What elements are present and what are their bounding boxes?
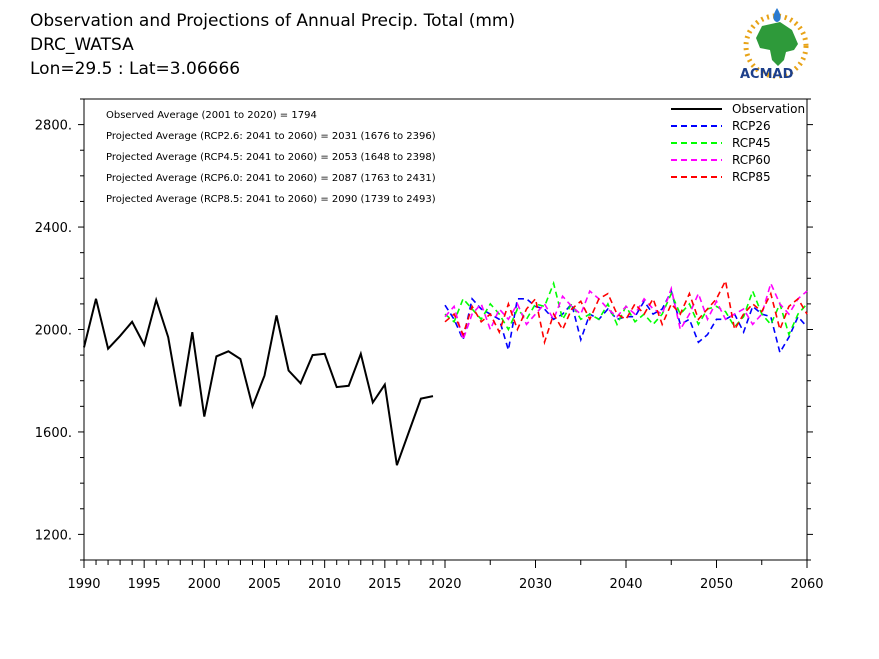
y-axis: 1200. 1600. 2000. 2400. 2800. — [35, 98, 813, 561]
series-line-rcp85 — [444, 278, 808, 346]
x-tick-label: 2010 — [308, 577, 341, 592]
x-axis: 1990 1995 2000 2005 2010 2015 2020 2030 2040 2050… — [67, 560, 824, 592]
x-tick-label: 2040 — [609, 577, 642, 592]
annotation-observed-average: Observed Average (2001 to 2020) = 1794 — [106, 110, 317, 121]
annotation-rcp26-average: Projected Average (RCP2.6: 2041 to 2060)… — [106, 131, 436, 142]
annotation-rcp45-average: Projected Average (RCP4.5: 2041 to 2060)… — [106, 152, 436, 163]
legend: Observation RCP26 RCP45 RCP60 RCP85 — [671, 102, 805, 184]
water-drop-icon — [773, 8, 781, 22]
x-tick-label: 1990 — [67, 577, 100, 592]
average-annotations: Observed Average (2001 to 2020) = 1794 P… — [106, 110, 436, 205]
x-tick-label: 2005 — [248, 577, 281, 592]
series-line-rcp60 — [444, 281, 808, 343]
series-line-rcp45 — [444, 280, 808, 337]
annotation-rcp60-average: Projected Average (RCP6.0: 2041 to 2060)… — [106, 173, 436, 184]
legend-label-rcp26: RCP26 — [732, 119, 771, 133]
y-tick-label: 2400. — [35, 221, 72, 236]
series-line-observation — [83, 296, 434, 466]
x-tick-label: 1995 — [128, 577, 161, 592]
plot-frame — [83, 98, 808, 561]
station-name: DRC_WATSA — [30, 35, 134, 55]
x-tick-label: 2020 — [428, 577, 461, 592]
y-tick-label: 1200. — [35, 528, 72, 543]
acmad-logo: ACMAD — [740, 8, 809, 82]
annotation-rcp85-average: Projected Average (RCP8.5: 2041 to 2060)… — [106, 194, 436, 205]
sun-rays-icon — [743, 13, 809, 79]
x-tick-label: 2000 — [188, 577, 221, 592]
series-line-rcp26 — [444, 288, 808, 355]
legend-label-observation: Observation — [732, 102, 805, 116]
legend-label-rcp60: RCP60 — [732, 153, 771, 167]
x-tick-label: 2050 — [700, 577, 733, 592]
series-layer — [83, 278, 808, 466]
y-tick-label: 2800. — [35, 119, 72, 134]
africa-map-icon — [756, 22, 798, 66]
x-tick-label: 2030 — [519, 577, 552, 592]
station-coordinates: Lon=29.5 : Lat=3.06666 — [30, 59, 240, 79]
logo-text: ACMAD — [740, 67, 794, 82]
legend-label-rcp85: RCP85 — [732, 170, 771, 184]
y-tick-label: 1600. — [35, 426, 72, 441]
x-tick-label: 2015 — [368, 577, 401, 592]
legend-label-rcp45: RCP45 — [732, 136, 771, 150]
chart-title: Observation and Projections of Annual Pr… — [30, 11, 515, 31]
x-tick-label: 2060 — [790, 577, 823, 592]
y-tick-label: 2000. — [35, 324, 72, 339]
